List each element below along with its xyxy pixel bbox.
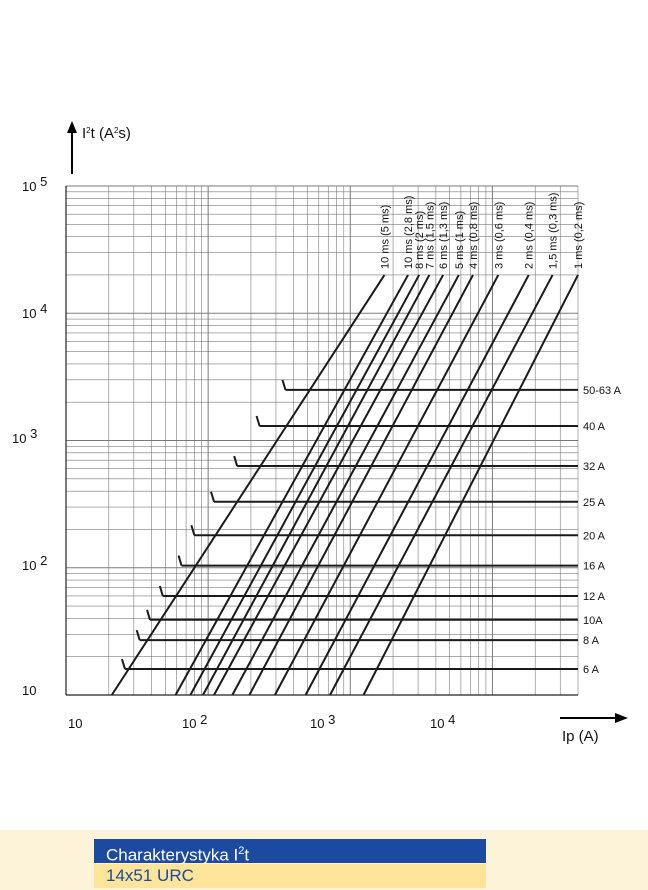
x-tick-label: 10 3 <box>310 712 335 731</box>
i2t-chart: 10 ms (5 ms) 10 ms (2,8 ms) 8 ms (2 ms)7 m… <box>0 0 648 830</box>
grid <box>65 185 579 696</box>
diagonal-line <box>362 274 579 696</box>
diagonal-label: 10 ms (5 ms) <box>379 205 391 269</box>
diagonal-line <box>110 274 386 696</box>
diagonal-line <box>231 274 460 696</box>
rating-label: 16 A <box>583 561 606 573</box>
rating-label: 25 A <box>583 497 606 509</box>
rating-label: 10A <box>583 615 603 627</box>
rating-hook <box>210 491 215 503</box>
diagonal-line <box>202 274 431 696</box>
y-axis-label: I2t (A2s) <box>82 125 131 142</box>
rating-series: 50-63 A 40 A 32 A 25 A 20 A 16 A 12 A 10A 8 A 6 A <box>121 379 622 676</box>
tick-labels: 10 10 2 10 3 10 4 10 10 2 10 3 10 4 10 5 <box>12 174 455 731</box>
x-tick-label: 10 4 <box>430 712 455 731</box>
diagonal-label: 5 ms (1 ms) <box>454 211 466 269</box>
y-tick-label: 10 4 <box>22 301 47 321</box>
diagonal-label: 8 ms (2 ms) <box>414 211 426 269</box>
diagonal-label: 7 ms (1,5 ms) <box>424 202 436 269</box>
rating-hook <box>281 379 287 391</box>
rating-hook <box>190 524 196 536</box>
y-tick-label: 10 3 <box>12 426 37 446</box>
rating-hook <box>177 555 183 566</box>
rating-hook <box>146 609 151 621</box>
diagonal-line <box>329 274 554 696</box>
y-tick-label: 10 2 <box>22 553 47 573</box>
rating-hook <box>158 585 164 597</box>
axes: I2t (A2s) Ip (A) <box>65 121 628 745</box>
rating-label: 12 A <box>583 591 606 603</box>
rating-hook <box>255 415 261 427</box>
rating-label: 8 A <box>583 635 600 647</box>
diagonal-label: 3 ms (0,6 ms) <box>493 202 505 269</box>
rating-hook <box>121 658 126 670</box>
diagonal-line <box>274 274 500 696</box>
rating-label: 20 A <box>583 530 606 542</box>
rating-label: 40 A <box>583 421 606 433</box>
diagonal-label: 2 ms (0,4 ms) <box>524 202 536 269</box>
rating-label: 6 A <box>583 664 600 676</box>
diagonal-line <box>174 274 409 696</box>
y-tick-label: 10 <box>22 683 36 698</box>
x-tick-label: 10 <box>68 716 82 731</box>
caption-subtitle: 14x51 URC <box>94 864 486 888</box>
caption-title: Charakterystyka I2t <box>94 839 486 865</box>
x-axis-label: Ip (A) <box>562 728 599 745</box>
diagonal-label: 6 ms (1,3 ms) <box>438 202 450 269</box>
diagonal-label: 10 ms (2,8 ms) <box>403 196 415 269</box>
diagonal-label: 1,5 ms (0,3 ms) <box>548 193 560 269</box>
rating-label: 50-63 A <box>583 385 622 397</box>
x-axis-arrowhead <box>615 713 628 723</box>
x-tick-label: 10 2 <box>182 712 207 731</box>
diagonal-line <box>304 274 530 696</box>
diagonal-line <box>248 274 474 696</box>
y-axis-arrowhead <box>67 121 77 133</box>
diagonal-label: 4 ms (0,8 ms) <box>468 202 480 269</box>
rating-label: 32 A <box>583 461 606 473</box>
rating-hook <box>233 455 239 467</box>
diagonal-line <box>189 274 420 696</box>
diagonal-series: 10 ms (5 ms) 10 ms (2,8 ms) 8 ms (2 ms)7 m… <box>110 193 585 696</box>
diagonal-line <box>213 274 445 696</box>
y-tick-label: 10 5 <box>22 174 47 194</box>
diagonal-label: 1 ms (0,2 ms) <box>573 202 585 269</box>
chart-background <box>0 0 648 830</box>
rating-hook <box>135 629 141 641</box>
